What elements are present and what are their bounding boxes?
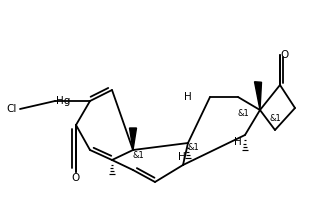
Polygon shape: [255, 82, 262, 110]
Text: &1: &1: [238, 109, 250, 117]
Text: O: O: [72, 173, 80, 183]
Text: &1: &1: [270, 113, 282, 123]
Text: Cl: Cl: [7, 104, 17, 114]
Text: H: H: [178, 152, 186, 162]
Text: Hg: Hg: [56, 96, 70, 106]
Text: H: H: [184, 92, 192, 102]
Polygon shape: [130, 128, 137, 150]
Text: O: O: [281, 50, 289, 60]
Text: &1: &1: [188, 144, 200, 152]
Text: H: H: [234, 137, 242, 147]
Text: &1: &1: [133, 150, 145, 160]
